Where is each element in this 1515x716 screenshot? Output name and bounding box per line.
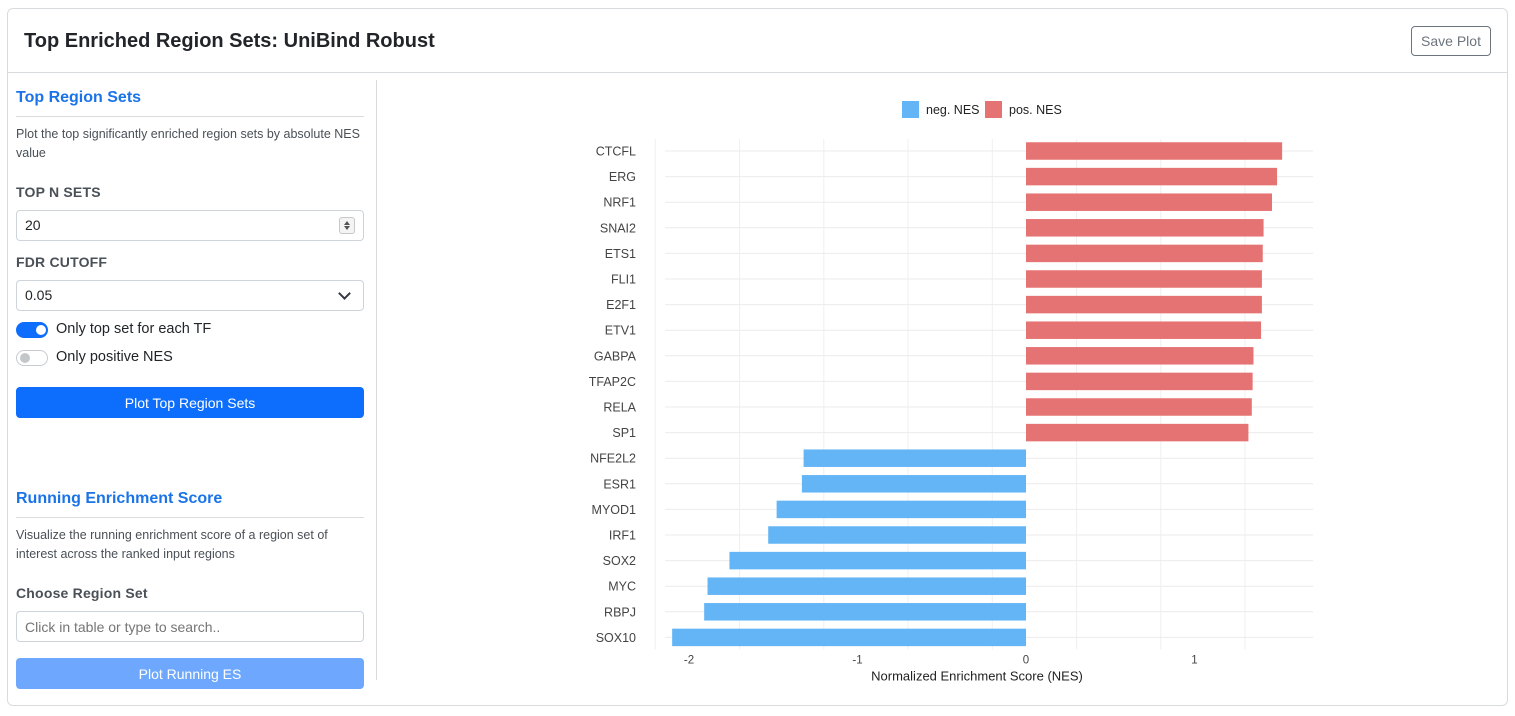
- x-tick-label: -2: [684, 654, 694, 666]
- y-tick-label: GABPA: [594, 349, 637, 363]
- save-plot-button[interactable]: Save Plot: [1411, 26, 1491, 56]
- fdr-cutoff-label: FDR CUTOFF: [16, 254, 108, 270]
- y-tick-label: NFE2L2: [590, 452, 636, 466]
- bar-e2f1: [1026, 295, 1262, 314]
- panel-divider: [376, 80, 377, 680]
- bar-fli1: [1026, 270, 1262, 288]
- top-region-sets-title: Top Region Sets: [16, 89, 142, 106]
- y-tick-label: RELA: [603, 401, 636, 415]
- bar-sox10: [672, 628, 1026, 647]
- legend-swatch-neg: [902, 101, 919, 118]
- y-tick-label: NRF1: [603, 196, 636, 210]
- bar-rela: [1026, 398, 1252, 416]
- toggle-positive-switch[interactable]: [16, 350, 48, 366]
- stepper-down-icon[interactable]: [344, 226, 350, 230]
- bar-esr1: [801, 475, 1026, 493]
- bar-irf1: [768, 526, 1026, 544]
- toggle-top-set-row: Only top set for each TF: [16, 321, 364, 339]
- stepper-up-icon[interactable]: [344, 221, 350, 225]
- y-tick-label: SP1: [612, 426, 636, 440]
- plot-top-region-sets-button[interactable]: Plot Top Region Sets: [16, 387, 364, 418]
- x-axis-label: Normalized Enrichment Score (NES): [871, 668, 1083, 683]
- x-tick-label: -1: [852, 654, 862, 666]
- bar-nfe2l2: [803, 449, 1026, 467]
- legend-swatch-pos: [985, 101, 1002, 118]
- x-tick-label: 1: [1191, 654, 1197, 666]
- bar-myc: [707, 577, 1026, 595]
- card-header: Top Enriched Region Sets: UniBind Robust…: [8, 9, 1507, 73]
- bar-tfap2c: [1026, 372, 1253, 391]
- toggle-positive-row: Only positive NES: [16, 349, 364, 367]
- running-es-title: Running Enrichment Score: [16, 490, 223, 507]
- y-tick-label: TFAP2C: [589, 375, 636, 389]
- nes-bar-chart: CTCFL ERG NRF1 SNAI2 ETS1 FLI1 E2F1 ETV1 GABPA TF…: [589, 101, 1313, 683]
- y-tick-label: RBPJ: [604, 605, 636, 619]
- y-tick-label: SOX2: [603, 554, 636, 568]
- nes-chart-container: CTCFL ERG NRF1 SNAI2 ETS1 FLI1 E2F1 ETV1 GABPA TF…: [385, 80, 1495, 690]
- legend-label-pos: pos. NES: [1009, 103, 1062, 117]
- toggle-knob: [20, 353, 30, 363]
- section-divider: [16, 517, 364, 518]
- bar-etv1: [1026, 321, 1262, 339]
- section-divider: [16, 116, 364, 117]
- y-tick-label: ERG: [609, 170, 636, 184]
- bar-nrf1: [1026, 193, 1273, 211]
- top-region-sets-description: Plot the top significantly enriched regi…: [16, 127, 360, 160]
- y-tick-label: ESR1: [603, 477, 636, 491]
- toggle-positive-label: Only positive NES: [56, 349, 173, 365]
- top-n-sets-value: 20: [25, 217, 41, 233]
- bar-gabpa: [1026, 347, 1254, 365]
- x-tick-label: 0: [1023, 654, 1029, 666]
- choose-region-set-label: Choose Region Set: [16, 585, 148, 601]
- y-tick-label: CTCFL: [596, 145, 636, 159]
- bar-sp1: [1026, 423, 1249, 442]
- bar-rbpj: [704, 603, 1026, 621]
- toggle-top-set-switch[interactable]: [16, 322, 48, 338]
- bar-snai2: [1026, 219, 1264, 237]
- number-stepper[interactable]: [339, 217, 355, 234]
- legend-label-neg: neg. NES: [926, 103, 980, 117]
- top-n-sets-label: TOP N SETS: [16, 184, 101, 200]
- bar-erg: [1026, 167, 1278, 186]
- running-es-description: Visualize the running enrichment score o…: [16, 528, 328, 561]
- y-tick-label: ETS1: [605, 247, 636, 261]
- y-tick-label: ETV1: [605, 324, 636, 338]
- bar-sox2: [729, 551, 1026, 570]
- bar-ctcfl: [1026, 142, 1283, 160]
- y-tick-label: SNAI2: [600, 221, 636, 235]
- bar-myod1: [776, 500, 1026, 519]
- page-title: Top Enriched Region Sets: UniBind Robust: [24, 30, 435, 52]
- region-set-search-input[interactable]: [16, 611, 364, 642]
- toggle-knob: [36, 325, 46, 335]
- plot-running-es-button[interactable]: Plot Running ES: [16, 658, 364, 689]
- toggle-top-set-label: Only top set for each TF: [56, 321, 212, 337]
- y-tick-label: FLI1: [611, 273, 636, 287]
- y-tick-label: IRF1: [609, 529, 636, 543]
- bar-ets1: [1026, 244, 1263, 263]
- y-tick-label: SOX10: [596, 631, 636, 645]
- sidebar: Top Region Sets Plot the top significant…: [16, 80, 364, 689]
- y-tick-label: MYOD1: [592, 503, 637, 517]
- fdr-cutoff-select[interactable]: 0.05: [16, 280, 364, 311]
- y-tick-label: MYC: [608, 580, 636, 594]
- top-n-sets-input[interactable]: 20: [16, 210, 364, 241]
- y-tick-label: E2F1: [606, 298, 636, 312]
- fdr-cutoff-value: 0.05: [25, 287, 53, 303]
- chevron-down-icon: [338, 287, 351, 300]
